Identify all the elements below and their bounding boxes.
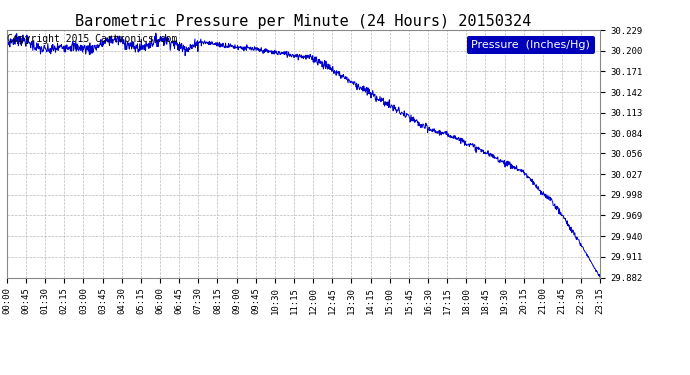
Text: Copyright 2015 Cartronics.com: Copyright 2015 Cartronics.com: [8, 34, 178, 44]
Legend: Pressure  (Inches/Hg): Pressure (Inches/Hg): [467, 36, 595, 54]
Title: Barometric Pressure per Minute (24 Hours) 20150324: Barometric Pressure per Minute (24 Hours…: [75, 14, 532, 29]
